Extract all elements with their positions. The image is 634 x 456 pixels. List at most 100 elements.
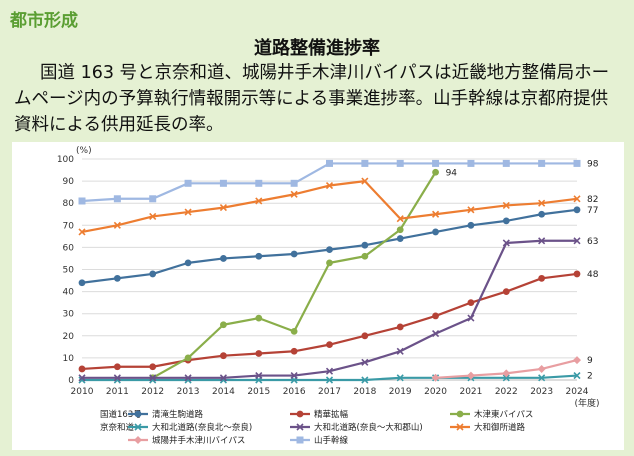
data-point	[220, 255, 227, 262]
legend-label: 大和御所道路	[474, 422, 526, 433]
data-point	[467, 221, 475, 229]
end-value-label: 9	[587, 356, 593, 366]
legend-label: 木津東バイパス	[474, 409, 533, 420]
data-point	[290, 347, 298, 355]
y-axis-unit: (%)	[76, 146, 92, 156]
data-point	[361, 159, 369, 167]
data-point	[149, 195, 157, 203]
data-point	[466, 371, 475, 380]
data-point	[326, 246, 333, 254]
data-point	[78, 365, 86, 373]
data-point	[290, 179, 298, 187]
y-tick-label: 50	[63, 266, 75, 276]
data-point	[467, 206, 475, 214]
y-tick-label: 80	[63, 199, 75, 209]
data-point	[219, 204, 227, 212]
data-point	[290, 190, 298, 198]
data-point	[184, 179, 192, 187]
data-point	[361, 376, 369, 384]
data-point	[538, 210, 546, 218]
legend-marker	[296, 423, 304, 431]
x-tick-label: 2019	[389, 387, 412, 397]
data-point	[255, 350, 263, 357]
data-point	[113, 195, 121, 203]
data-point	[326, 259, 333, 267]
y-tick-label: 30	[63, 310, 75, 320]
data-point	[432, 159, 440, 167]
x-tick-label: 2012	[141, 387, 164, 397]
data-point	[396, 159, 404, 167]
chart-frame: 0 10 20 30 40 50 60 70 80 90 100 (%) 2010 2011 2012 201…	[12, 142, 624, 450]
data-point	[396, 347, 404, 355]
x-axis-unit: (年度)	[574, 397, 599, 409]
data-point	[538, 274, 546, 282]
data-point	[113, 274, 121, 282]
data-point	[467, 159, 475, 167]
data-point	[361, 177, 369, 185]
series-line	[81, 272, 578, 371]
end-value-label: 82	[587, 195, 598, 205]
legend-group-label: 国道163号	[100, 409, 142, 420]
x-tick-label: 2023	[530, 387, 553, 397]
x-tick-label: 2024	[566, 387, 589, 397]
data-point	[537, 364, 546, 373]
data-point	[290, 372, 298, 380]
data-point	[396, 235, 404, 242]
data-point	[326, 159, 333, 167]
legend-group-label: 京奈和道	[100, 422, 135, 433]
data-point	[184, 259, 192, 267]
data-point	[113, 374, 121, 382]
y-tick-label: 40	[63, 288, 75, 298]
legend-label: 大和北道路(奈良～大和郡山)	[314, 422, 423, 433]
x-tick-label: 2010	[71, 387, 94, 397]
data-point	[396, 323, 404, 331]
data-point	[396, 374, 404, 382]
end-value-label: 48	[587, 270, 599, 280]
end-value-label: 2	[587, 372, 593, 382]
chart-description: 国道 163 号と京奈和道、城陽井手木津川バイパスは近畿地方整備局ホームページ内…	[14, 63, 610, 135]
data-point	[149, 212, 157, 221]
data-point	[432, 228, 439, 236]
data-point	[255, 372, 263, 380]
y-tick-label: 10	[63, 354, 75, 364]
end-value-label: 77	[587, 206, 598, 216]
data-point	[432, 330, 440, 338]
data-point	[255, 197, 263, 205]
data-point	[502, 239, 510, 247]
y-tick-label: 0	[68, 376, 74, 386]
end-value-label: 94	[446, 168, 458, 178]
data-point	[184, 208, 192, 216]
data-point	[361, 332, 369, 340]
data-point	[325, 367, 334, 375]
y-tick-label: 70	[63, 221, 75, 231]
data-point	[78, 374, 86, 382]
x-tick-label: 2014	[212, 387, 235, 397]
data-point	[220, 321, 227, 329]
data-point	[219, 179, 227, 187]
data-point	[573, 237, 581, 245]
legend-marker	[134, 436, 142, 444]
data-point	[432, 210, 440, 218]
x-tick-label: 2013	[177, 387, 200, 397]
data-point	[467, 314, 475, 322]
end-value-label: 63	[587, 237, 598, 247]
data-point	[502, 288, 510, 295]
section-tag: 都市形成	[10, 11, 78, 31]
data-point	[573, 195, 581, 203]
legend-marker	[134, 423, 142, 431]
data-point	[78, 197, 86, 205]
data-point	[573, 159, 581, 167]
data-point	[184, 374, 192, 382]
data-point	[432, 312, 439, 320]
data-point	[184, 354, 192, 362]
data-point	[538, 237, 546, 245]
legend-label: 城陽井手木津川バイパス	[152, 435, 245, 446]
data-point	[290, 327, 298, 335]
legend-label: 山手幹線	[314, 435, 349, 446]
data-point	[326, 341, 333, 349]
data-point	[149, 363, 157, 371]
y-tick-label: 90	[63, 177, 75, 187]
y-tick-label: 20	[63, 332, 75, 342]
legend-marker	[296, 436, 304, 444]
data-point	[361, 241, 369, 249]
